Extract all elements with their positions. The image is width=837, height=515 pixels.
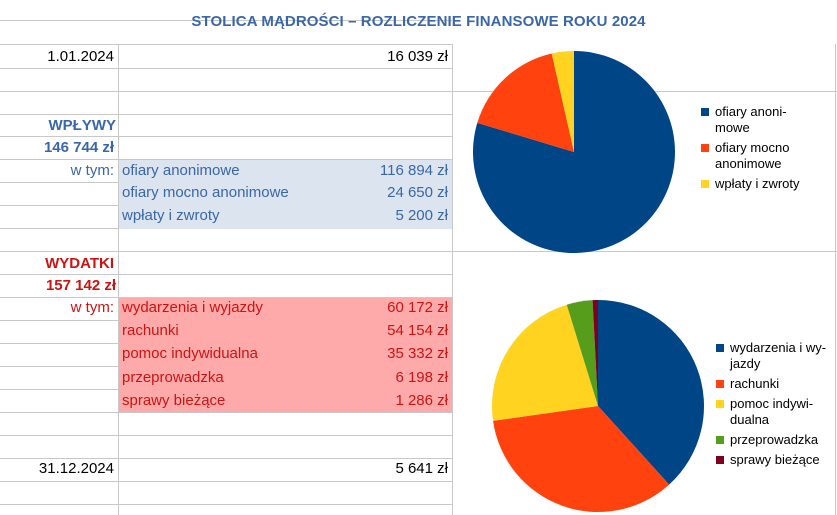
legend-item: ofiary anoni-mowe	[701, 104, 787, 136]
pie-slice	[492, 304, 598, 421]
income-item-label: ofiary anonimowe	[122, 162, 240, 179]
income-legend: ofiary anoni-mowe ofiary mocno anonimowe wp…	[701, 104, 831, 204]
legend-item: pomoc indywi-dualna	[716, 396, 813, 428]
legend-swatch	[716, 456, 724, 464]
expense-item-amount: 60 172 zł	[387, 299, 448, 316]
income-in-which-label: w tym:	[70, 162, 114, 179]
opening-date: 1.01.2024	[47, 48, 114, 65]
closing-amount: 5 641 zł	[395, 460, 448, 477]
legend-item: wydarzenia i wy-jazdy	[716, 340, 826, 372]
legend-label: rachunki	[730, 376, 780, 391]
pie-slice	[493, 406, 670, 512]
income-item-amount: 5 200 zł	[395, 207, 448, 224]
pie-slice	[592, 300, 598, 406]
expense-item-amount: 35 332 zł	[387, 345, 448, 362]
legend-label: wpłaty i zwroty	[715, 176, 800, 191]
legend-item: sprawy bieżące	[716, 452, 820, 468]
legend-label: pomoc indywi-dualna	[730, 396, 814, 427]
pie-slice	[477, 53, 574, 152]
legend-item: wpłaty i zwroty	[701, 176, 800, 192]
closing-date: 31.12.2024	[38, 460, 114, 477]
expenses-total: 157 142 zł	[45, 277, 116, 294]
legend-label: sprawy bieżące	[730, 452, 820, 467]
expenses-in-which-label: w tym:	[70, 299, 114, 316]
legend-label: ofiary mocno anonimowe	[715, 140, 790, 171]
legend-item: rachunki	[716, 376, 779, 392]
legend-label: ofiary anoni-mowe	[715, 104, 787, 135]
page-title: STOLICA MĄDROŚCI – ROZLICZENIE FINANSOWE…	[191, 12, 646, 30]
legend-swatch	[716, 344, 724, 352]
legend-swatch	[716, 436, 724, 444]
expense-item-label: wydarzenia i wyjazdy	[122, 299, 263, 316]
expense-items-highlight	[119, 298, 452, 412]
expense-item-label: sprawy bieżące	[122, 392, 226, 409]
legend-label: przeprowadzka	[730, 432, 819, 447]
income-item-amount: 24 650 zł	[387, 184, 448, 201]
income-items-highlight	[119, 160, 452, 229]
legend-item: ofiary mocno anonimowe	[701, 140, 789, 172]
legend-swatch	[701, 180, 709, 188]
expense-item-label: rachunki	[122, 322, 179, 339]
income-item-amount: 116 894 zł	[379, 162, 448, 179]
pie-slice	[598, 300, 705, 485]
legend-label: wydarzenia i wy-jazdy	[730, 340, 827, 371]
expenses-heading: WYDATKI	[45, 255, 114, 272]
legend-item: przeprowadzka	[716, 432, 818, 448]
pie-slice	[566, 300, 598, 406]
expense-item-amount: 54 154 zł	[387, 322, 448, 339]
opening-amount: 16 039 zł	[387, 48, 448, 65]
income-item-label: wpłaty i zwroty	[122, 207, 220, 224]
expense-item-label: pomoc indywidualna	[122, 345, 258, 362]
legend-swatch	[716, 400, 724, 408]
income-pie-chart	[473, 51, 675, 253]
expenses-pie-chart	[492, 300, 705, 512]
expense-item-amount: 1 286 zł	[395, 392, 448, 409]
legend-swatch	[701, 108, 709, 116]
legend-swatch	[701, 144, 709, 152]
expenses-legend: wydarzenia i wy-jazdy rachunki pomoc indyw…	[716, 340, 834, 480]
expense-item-amount: 6 198 zł	[395, 369, 448, 386]
pie-slice	[551, 51, 574, 152]
income-item-label: ofiary mocno anonimowe	[122, 184, 289, 201]
income-heading: WPŁYWY	[48, 117, 117, 134]
income-total: 146 744 zł	[43, 139, 114, 156]
legend-swatch	[716, 380, 724, 388]
expense-item-label: przeprowadzka	[122, 369, 224, 386]
